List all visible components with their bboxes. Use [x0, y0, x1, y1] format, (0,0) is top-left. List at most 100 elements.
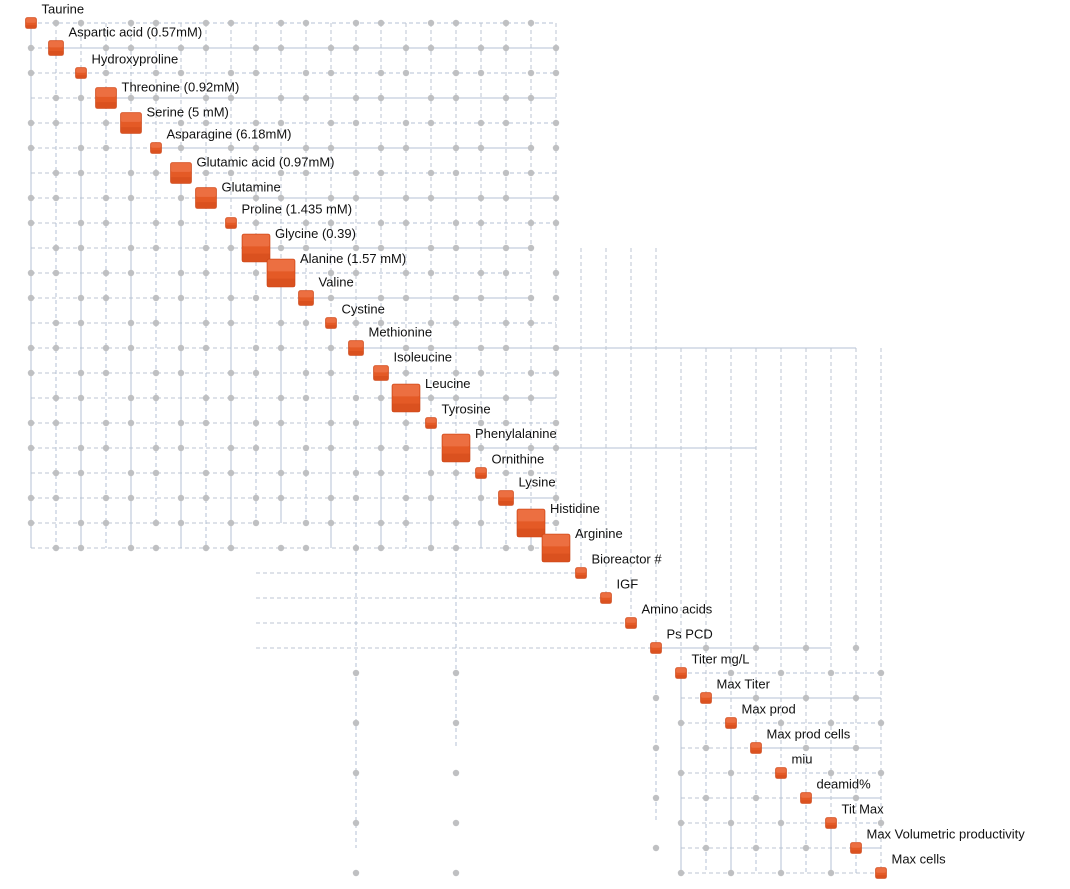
connector-layer: [27, 19, 885, 877]
node[interactable]: [825, 817, 837, 829]
connector-dot: [652, 744, 660, 752]
connector-dot: [102, 419, 110, 427]
connector-dot: [402, 369, 410, 377]
node[interactable]: [95, 87, 117, 109]
connector-dot: [52, 544, 60, 552]
node[interactable]: [625, 617, 637, 629]
node-label: Cystine: [342, 302, 385, 317]
connector-dot: [352, 544, 360, 552]
node[interactable]: [325, 317, 337, 329]
connector-dot: [52, 119, 60, 127]
connector-dot: [802, 744, 810, 752]
node[interactable]: [541, 533, 571, 563]
node[interactable]: [775, 767, 787, 779]
connector-dot: [52, 394, 60, 402]
node[interactable]: [675, 667, 687, 679]
node[interactable]: [725, 717, 737, 729]
connector-dot: [402, 419, 410, 427]
connector-dot: [377, 169, 385, 177]
node-highlight: [626, 618, 636, 623]
node[interactable]: [170, 162, 192, 184]
node[interactable]: [650, 642, 662, 654]
connector-dot: [652, 694, 660, 702]
connector-dot: [277, 44, 285, 52]
connector-dot: [327, 369, 335, 377]
connector-dot: [152, 544, 160, 552]
node[interactable]: [241, 233, 271, 263]
node-highlight: [442, 434, 470, 447]
connector-dot: [202, 319, 210, 327]
connector-dot: [52, 344, 60, 352]
connector-dot: [202, 19, 210, 27]
connector-dot: [227, 469, 235, 477]
connector-dot: [227, 519, 235, 527]
connector-dot: [427, 44, 435, 52]
node[interactable]: [425, 417, 437, 429]
node[interactable]: [225, 217, 237, 229]
connector-dot: [527, 169, 535, 177]
node-highlight: [326, 318, 336, 323]
connector-dot: [352, 769, 360, 777]
node[interactable]: [195, 187, 217, 209]
connector-dot: [552, 519, 560, 527]
node[interactable]: [391, 383, 421, 413]
connector-dot: [552, 69, 560, 77]
node-shade: [242, 253, 270, 262]
node-label: Phenylalanine: [475, 426, 557, 441]
node-shade: [48, 51, 64, 56]
node[interactable]: [475, 467, 487, 479]
node[interactable]: [700, 692, 712, 704]
connector-dot: [452, 719, 460, 727]
node[interactable]: [575, 567, 587, 579]
node-shade: [542, 553, 570, 562]
node-label: Valine: [319, 275, 354, 290]
connector-dot: [852, 644, 860, 652]
connector-dot: [452, 294, 460, 302]
connector-dot: [327, 519, 335, 527]
node[interactable]: [373, 365, 389, 381]
node[interactable]: [516, 508, 546, 538]
node[interactable]: [850, 842, 862, 854]
connector-dot: [827, 719, 835, 727]
connector-dot: [152, 444, 160, 452]
connector-dot: [102, 344, 110, 352]
connector-dot: [252, 444, 260, 452]
node[interactable]: [266, 258, 296, 288]
node-highlight: [374, 366, 388, 373]
node[interactable]: [441, 433, 471, 463]
connector-dot: [202, 244, 210, 252]
node[interactable]: [800, 792, 812, 804]
node[interactable]: [25, 17, 37, 29]
node[interactable]: [750, 742, 762, 754]
node[interactable]: [875, 867, 887, 879]
connector-dot: [752, 844, 760, 852]
connector-dot: [352, 244, 360, 252]
connector-dot: [677, 869, 685, 877]
connector-dot: [427, 319, 435, 327]
connector-dot: [552, 294, 560, 302]
connector-dot: [527, 219, 535, 227]
node[interactable]: [150, 142, 162, 154]
node-shade: [95, 102, 117, 109]
node[interactable]: [120, 112, 142, 134]
node-shade: [517, 528, 545, 537]
connector-dot: [552, 44, 560, 52]
node[interactable]: [600, 592, 612, 604]
node[interactable]: [498, 490, 514, 506]
connector-dot: [127, 194, 135, 202]
node-shade: [750, 750, 762, 754]
connector-dot: [552, 269, 560, 277]
node[interactable]: [48, 40, 64, 56]
connector-dot: [727, 769, 735, 777]
node[interactable]: [348, 340, 364, 356]
connector-dot: [402, 519, 410, 527]
connector-dot: [327, 344, 335, 352]
connector-dot: [377, 94, 385, 102]
node[interactable]: [298, 290, 314, 306]
node[interactable]: [75, 67, 87, 79]
connector-dot: [527, 69, 535, 77]
node-shade: [425, 425, 437, 429]
connector-dot: [77, 544, 85, 552]
connector-dot: [202, 94, 210, 102]
connector-dot: [827, 869, 835, 877]
